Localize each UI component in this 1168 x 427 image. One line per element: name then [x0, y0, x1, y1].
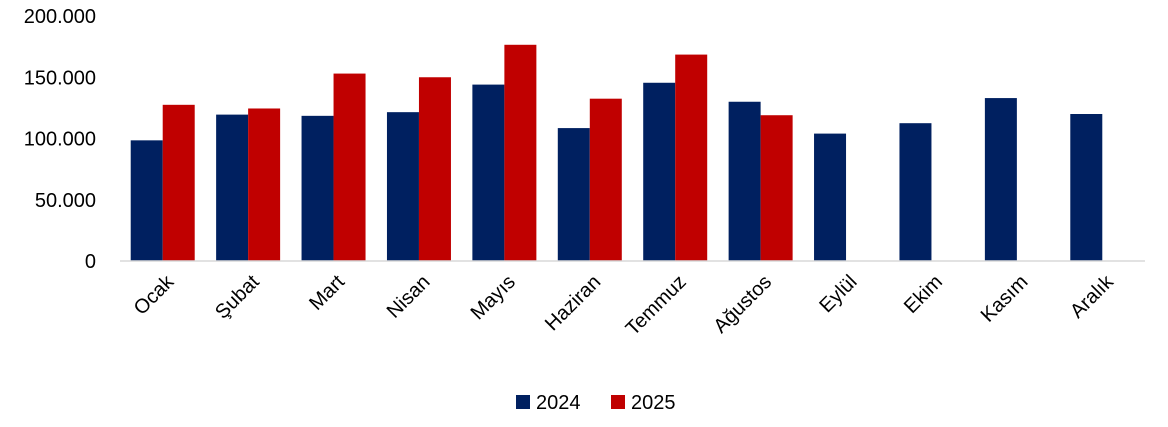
x-axis-labels: Ocak Şubat Mart Nisan Mayıs Haziran Temmuz Ağus…	[130, 270, 1119, 340]
x-category-label: Aralık	[1066, 270, 1118, 322]
bar-2024-Nisan	[386, 112, 419, 261]
y-axis-ticks: 0 50.000 100.000 150.000 200.000	[24, 6, 96, 273]
x-category-label: Ocak	[130, 270, 179, 319]
bar-2024-Ağustos	[728, 101, 761, 261]
bar-2025-Ocak	[162, 104, 195, 261]
y-tick-label: 100.000	[24, 129, 96, 151]
bars	[130, 44, 1103, 262]
x-category-label: Kasım	[977, 271, 1033, 327]
bar-2025-Nisan	[418, 77, 451, 261]
legend: 2024 2025	[516, 392, 676, 414]
y-tick-label: 50.000	[35, 190, 96, 212]
bar-2025-Temmuz	[675, 54, 708, 262]
bar-2025-Haziran	[589, 98, 622, 261]
legend-swatch-2024	[516, 395, 530, 409]
bar-2024-Kasım	[984, 98, 1017, 261]
bar-2024-Şubat	[216, 114, 249, 261]
legend-swatch-2025	[611, 395, 625, 409]
x-category-label: Mart	[305, 271, 349, 315]
y-tick-label: 0	[85, 251, 96, 273]
legend-label: 2024	[536, 392, 581, 414]
bar-2025-Ağustos	[760, 115, 793, 261]
bar-2025-Mayıs	[504, 44, 537, 261]
x-category-label: Haziran	[541, 271, 605, 335]
x-category-label: Eylül	[815, 271, 861, 317]
bar-2024-Eylül	[814, 133, 847, 261]
bar-2024-Haziran	[557, 128, 590, 261]
x-category-label: Nisan	[383, 271, 435, 323]
y-tick-label: 150.000	[24, 67, 96, 89]
bar-2025-Mart	[333, 73, 366, 261]
bar-2024-Ocak	[130, 140, 163, 261]
x-category-label: Şubat	[211, 271, 264, 324]
x-category-label: Temmuz	[622, 271, 691, 340]
x-category-label: Ekim	[900, 271, 947, 318]
x-category-label: Mayıs	[467, 271, 520, 324]
bar-2025-Şubat	[248, 108, 281, 261]
legend-label: 2025	[631, 392, 676, 414]
bar-2024-Temmuz	[643, 82, 676, 261]
bar-2024-Mart	[301, 115, 334, 262]
y-tick-label: 200.000	[24, 6, 96, 28]
bar-2024-Mayıs	[472, 84, 505, 261]
x-category-label: Ağustos	[710, 271, 777, 338]
bar-2024-Aralık	[1070, 114, 1103, 261]
bar-2024-Ekim	[899, 123, 932, 261]
